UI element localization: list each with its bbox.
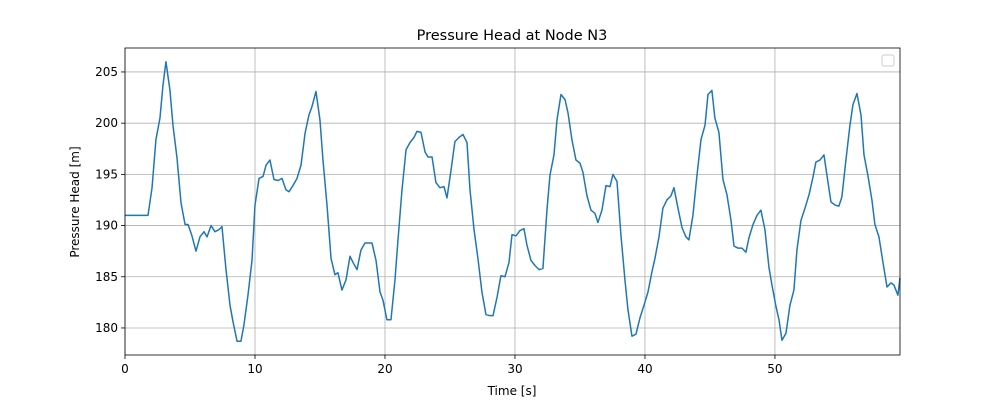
legend-box [881,54,895,67]
data-line [125,60,901,343]
y-axis-label: Pressure Head [m] [68,146,82,257]
y-tick-label: 185 [95,270,118,284]
x-tick-label: 0 [121,362,129,376]
x-tick-label: 40 [637,362,652,376]
chart-title: Pressure Head at Node N3 [417,28,608,44]
y-tick-label: 205 [95,65,118,79]
x-tick-label: 10 [247,362,262,376]
x-tick-label: 20 [377,362,392,376]
x-axis-label: Time [s] [487,384,537,398]
plot-frame [124,47,901,356]
y-tick-label: 200 [95,116,118,130]
y-tick-label: 190 [95,219,118,233]
x-tick-label: 30 [507,362,522,376]
x-tick-label: 50 [767,362,782,376]
y-tick-label: 195 [95,167,118,181]
y-tick-label: 180 [95,321,118,335]
